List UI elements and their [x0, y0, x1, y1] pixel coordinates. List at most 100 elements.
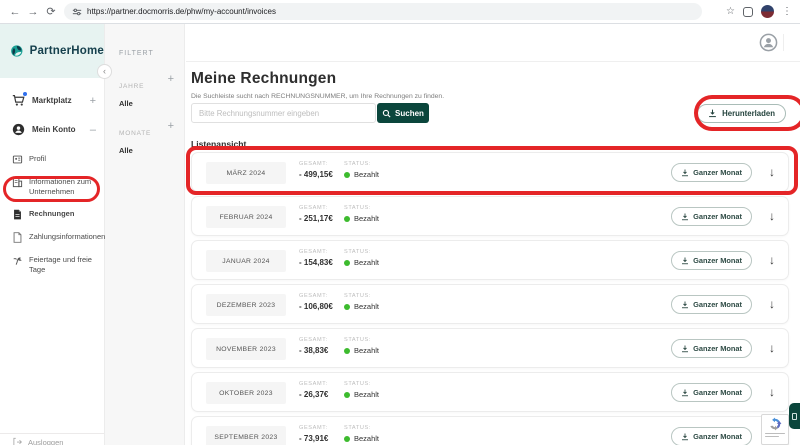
expand-monate-icon[interactable]: +: [167, 120, 174, 132]
status-column: STATUS: Bezahlt: [344, 249, 380, 267]
download-month-button[interactable]: Ganzer Monat: [671, 427, 752, 445]
company-icon: [12, 177, 23, 188]
invoice-list: MÄRZ 2024 GESAMT: - 499,15€ STATUS: Beza…: [191, 152, 789, 445]
download-icon: [682, 345, 689, 352]
back-icon[interactable]: ←: [9, 5, 21, 18]
sidebar-item-rechnungen[interactable]: Rechnungen: [0, 203, 104, 226]
expand-row-arrow-icon[interactable]: ↓: [769, 297, 775, 311]
month-badge: OKTOBER 2023: [206, 382, 286, 404]
status-badge: Bezahlt: [354, 302, 380, 311]
filter-monate-value[interactable]: Alle: [119, 146, 133, 155]
total-value: - 73,91€: [299, 434, 329, 443]
site-settings-icon[interactable]: [72, 7, 82, 17]
browser-profile-avatar[interactable]: [761, 5, 774, 18]
total-column: GESAMT: - 499,15€: [299, 161, 333, 179]
total-column: GESAMT: - 26,37€: [299, 381, 329, 399]
payment-doc-icon: [12, 232, 23, 244]
download-icon: [682, 213, 689, 220]
sidebar-item-marktplatz[interactable]: Marktplatz +: [0, 86, 104, 115]
filter-group-monate: MONATE + Alle: [119, 120, 174, 155]
sidebar-item-unternehmen[interactable]: Informationen zum Unternehmen: [0, 171, 104, 203]
status-badge: Bezahlt: [354, 258, 380, 267]
search-input[interactable]: [191, 103, 376, 123]
address-bar[interactable]: https://partner.docmorris.de/phw/my-acco…: [64, 3, 702, 20]
expand-row-arrow-icon[interactable]: ↓: [769, 341, 775, 355]
status-dot: [344, 171, 350, 178]
total-value: - 106,80€: [299, 302, 333, 311]
filter-group-jahre: JAHRE + Alle: [119, 73, 174, 108]
month-badge: DEZEMBER 2023: [206, 294, 286, 316]
search-button[interactable]: Suchen: [377, 103, 429, 123]
recaptcha-badge[interactable]: [761, 414, 789, 445]
total-value: - 154,83€: [299, 258, 333, 267]
status-column: STATUS: Bezahlt: [344, 337, 380, 355]
filter-jahre-value[interactable]: Alle: [119, 99, 133, 108]
status-dot: [344, 259, 350, 266]
invoice-row[interactable]: FEBRUAR 2024 GESAMT: - 251,17€ STATUS: B…: [191, 196, 789, 236]
total-value: - 251,17€: [299, 214, 333, 223]
sidebar-item-ausloggen[interactable]: Ausloggen: [12, 437, 63, 445]
sidebar-item-zahlungsinformationen[interactable]: Zahlungsinformationen: [0, 226, 105, 249]
download-icon: [682, 433, 689, 440]
sidebar-divider: [0, 433, 104, 434]
cart-icon: [12, 92, 27, 107]
month-badge: JANUAR 2024: [206, 250, 286, 272]
filter-title: FILTERT: [119, 50, 154, 57]
invoice-icon: [12, 209, 23, 220]
status-column: STATUS: Bezahlt: [344, 205, 380, 223]
expand-jahre-icon[interactable]: +: [167, 73, 174, 85]
download-month-button[interactable]: Ganzer Monat: [671, 207, 752, 226]
total-value: - 26,37€: [299, 390, 329, 399]
forward-icon[interactable]: →: [27, 5, 39, 18]
download-month-button[interactable]: Ganzer Monat: [671, 251, 752, 270]
download-month-button[interactable]: Ganzer Monat: [671, 163, 752, 182]
brand-logo-icon: [11, 45, 23, 57]
status-badge: Bezahlt: [354, 346, 380, 355]
sidebar-item-feiertage[interactable]: Feiertage und freie Tage: [0, 249, 104, 281]
status-dot: [344, 435, 350, 442]
brand-name: PartnerHome: [29, 45, 104, 57]
invoice-row[interactable]: OKTOBER 2023 GESAMT: - 26,37€ STATUS: Be…: [191, 372, 789, 412]
status-column: STATUS: Bezahlt: [344, 161, 380, 179]
status-badge: Bezahlt: [354, 214, 380, 223]
total-column: GESAMT: - 154,83€: [299, 249, 333, 267]
status-dot: [344, 347, 350, 354]
download-month-button[interactable]: Ganzer Monat: [671, 339, 752, 358]
invoice-row[interactable]: SEPTEMBER 2023 GESAMT: - 73,91€ STATUS: …: [191, 416, 789, 445]
privacy-shield-icon: [792, 412, 797, 420]
download-month-button[interactable]: Ganzer Monat: [671, 295, 752, 314]
sidebar-item-profil[interactable]: Profil: [0, 148, 104, 171]
bookmark-icon[interactable]: ☆: [726, 6, 735, 17]
privacy-widget[interactable]: [789, 403, 800, 429]
reload-icon[interactable]: ⟳: [46, 6, 56, 18]
expand-row-arrow-icon[interactable]: ↓: [769, 165, 775, 179]
expand-row-arrow-icon[interactable]: ↓: [769, 209, 775, 223]
sidebar-item-mein-konto[interactable]: Mein Konto –: [0, 115, 104, 144]
total-column: GESAMT: - 38,83€: [299, 337, 329, 355]
sidebar: PartnerHome Marktplatz + Mein Ko: [0, 24, 105, 445]
plus-icon[interactable]: +: [89, 94, 96, 107]
total-value: - 38,83€: [299, 346, 329, 355]
sidebar-collapse-button[interactable]: ‹: [97, 64, 112, 79]
brand-header[interactable]: PartnerHome: [0, 24, 104, 78]
expand-row-arrow-icon[interactable]: ↓: [769, 385, 775, 399]
invoice-row[interactable]: JANUAR 2024 GESAMT: - 154,83€ STATUS: Be…: [191, 240, 789, 280]
month-badge: NOVEMBER 2023: [206, 338, 286, 360]
page-subtitle: Die Suchleiste sucht nach RECHNUNGSNUMME…: [191, 93, 445, 100]
download-icon: [682, 169, 689, 176]
month-badge: SEPTEMBER 2023: [206, 426, 286, 445]
expand-row-arrow-icon[interactable]: ↓: [769, 253, 775, 267]
invoice-row[interactable]: MÄRZ 2024 GESAMT: - 499,15€ STATUS: Beza…: [191, 152, 789, 192]
app-header: [186, 24, 800, 62]
invoice-row[interactable]: NOVEMBER 2023 GESAMT: - 38,83€ STATUS: B…: [191, 328, 789, 368]
download-month-button[interactable]: Ganzer Monat: [671, 383, 752, 402]
download-all-button[interactable]: Herunterladen: [697, 104, 786, 123]
total-column: GESAMT: - 73,91€: [299, 425, 329, 443]
user-avatar-icon[interactable]: [759, 33, 778, 52]
minus-icon[interactable]: –: [89, 123, 96, 136]
browser-menu-icon[interactable]: ⋮: [782, 6, 792, 17]
invoice-row[interactable]: DEZEMBER 2023 GESAMT: - 106,80€ STATUS: …: [191, 284, 789, 324]
status-column: STATUS: Bezahlt: [344, 293, 380, 311]
extensions-icon[interactable]: [743, 6, 753, 17]
